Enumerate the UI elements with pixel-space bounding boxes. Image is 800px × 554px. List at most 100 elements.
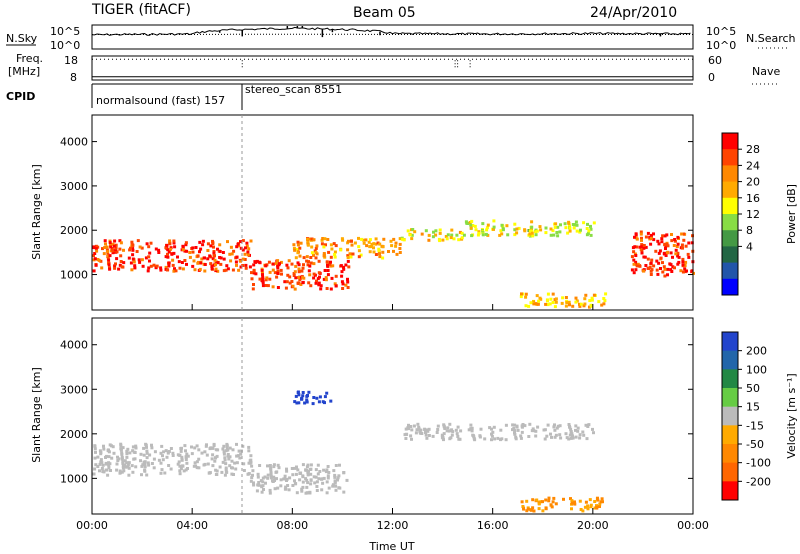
heatmap-cell (436, 424, 440, 428)
heatmap-cell (98, 449, 102, 453)
heatmap-cell (124, 465, 128, 469)
heatmap-cell (301, 391, 305, 394)
heatmap-cell (95, 249, 99, 253)
heatmap-cell (346, 248, 350, 252)
heatmap-cell (129, 246, 132, 250)
heatmap-cell (316, 463, 320, 467)
heatmap-cell (364, 238, 368, 242)
nsky-label: N.Sky (6, 32, 38, 45)
heatmap-cell (368, 250, 372, 254)
heatmap-cell (531, 427, 535, 431)
heatmap-cell (268, 488, 272, 492)
heatmap-cell (555, 426, 559, 430)
heatmap-cell (630, 268, 634, 272)
heatmap-cell (292, 246, 296, 250)
heatmap-cell (520, 424, 524, 428)
heatmap-cell (490, 427, 493, 431)
freq-tick-low: 8 (70, 71, 77, 84)
heatmap-cell (283, 474, 287, 478)
colorbar-tick-label: 15 (746, 401, 760, 414)
heatmap-cell (456, 435, 460, 438)
heatmap-cell (301, 281, 305, 285)
heatmap-cell (314, 475, 318, 479)
heatmap-cell (676, 242, 680, 246)
heatmap-cell (104, 456, 107, 459)
heatmap-cell (132, 260, 136, 264)
heatmap-cell (99, 458, 103, 462)
heatmap-cell (346, 277, 349, 281)
heatmap-cell (193, 446, 197, 450)
heatmap-cell (338, 463, 341, 467)
heatmap-cell (231, 448, 235, 452)
heatmap-cell (250, 271, 253, 275)
heatmap-cell (318, 395, 322, 399)
heatmap-cell (404, 432, 408, 436)
heatmap-cell (547, 499, 551, 503)
heatmap-cell (324, 470, 328, 474)
heatmap-cell (450, 228, 454, 232)
heatmap-cell (304, 477, 308, 481)
heatmap-cell (112, 249, 116, 253)
heatmap-cell (446, 426, 450, 430)
heatmap-cell (318, 470, 322, 473)
heatmap-cell (332, 242, 336, 246)
colorbar-block (722, 444, 738, 464)
heatmap-cell (346, 280, 350, 284)
heatmap-cell (115, 257, 119, 261)
heatmap-cell (490, 438, 493, 442)
heatmap-cell (571, 304, 575, 308)
heatmap-cell (129, 261, 133, 265)
heatmap-cell (144, 442, 148, 446)
heatmap-cell (306, 394, 309, 397)
heatmap-cell (587, 229, 591, 233)
heatmap-cell (418, 431, 422, 435)
heatmap-cell (199, 261, 203, 265)
heatmap-cell (351, 252, 355, 256)
x-axis-label: Time UT (368, 540, 414, 553)
heatmap-cell (239, 259, 242, 263)
heatmap-cell (296, 247, 299, 251)
heatmap-cell (190, 445, 193, 449)
heatmap-cell (320, 488, 324, 492)
heatmap-cell (635, 264, 639, 268)
heatmap-cell (357, 249, 361, 253)
heatmap-cell (632, 258, 636, 262)
heatmap-cell (276, 271, 280, 275)
heatmap-cell (327, 471, 331, 474)
colorbar-tick-label: -15 (746, 419, 764, 432)
heatmap-cell (299, 241, 303, 245)
heatmap-cell (309, 463, 313, 467)
heatmap-cell (211, 242, 215, 246)
heatmap-cell (296, 240, 300, 244)
heatmap-cell (145, 449, 149, 453)
heatmap-cell (671, 255, 674, 259)
heatmap-cell (264, 284, 268, 287)
heatmap-cell (306, 473, 310, 477)
heatmap-cell (416, 422, 420, 426)
heatmap-cell (684, 260, 688, 264)
heatmap-cell (513, 423, 517, 427)
heatmap-cell (676, 262, 680, 266)
heatmap-cell (115, 462, 119, 466)
heatmap-cell (336, 476, 340, 480)
heatmap-cell (237, 449, 241, 453)
heatmap-cell (247, 247, 251, 251)
heatmap-cell (334, 484, 338, 488)
heatmap-cell (261, 273, 264, 277)
heatmap-cell (378, 242, 382, 246)
heatmap-cell (565, 301, 569, 305)
heatmap-cell (184, 455, 188, 459)
heatmap-cell (184, 243, 188, 247)
heatmap-cell (564, 304, 568, 308)
heatmap-cell (513, 233, 517, 237)
heatmap-cell (404, 437, 408, 440)
heatmap-cell (317, 259, 321, 263)
heatmap-cell (142, 453, 146, 457)
heatmap-cell (597, 300, 601, 304)
power-colorbar-label: Power [dB] (785, 184, 798, 244)
heatmap-cell (568, 426, 572, 429)
heatmap-cell (286, 273, 290, 277)
heatmap-cell (530, 225, 534, 229)
heatmap-cell (563, 222, 567, 226)
heatmap-cell (647, 267, 651, 270)
